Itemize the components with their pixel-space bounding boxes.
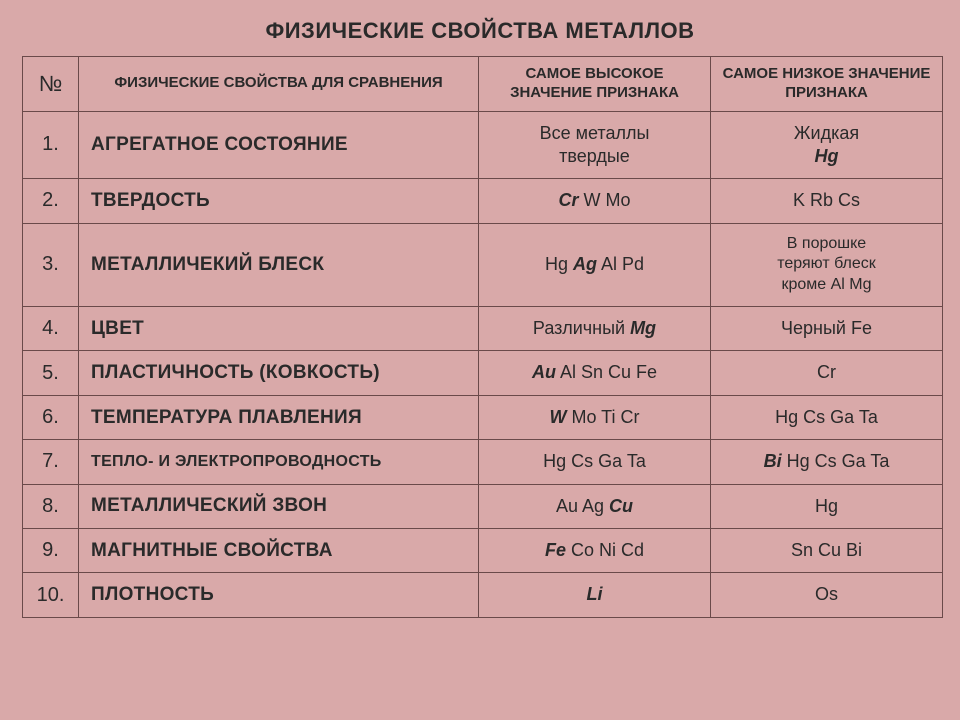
row-num: 9. bbox=[23, 529, 79, 573]
row-num: 8. bbox=[23, 484, 79, 528]
text: Cu bbox=[609, 496, 633, 516]
row-high: Fe Co Ni Cd bbox=[479, 529, 711, 573]
header-prop: ФИЗИЧЕСКИЕ СВОЙСТВА ДЛЯ СРАВНЕНИЯ bbox=[79, 57, 479, 112]
row-low: Черный Fe bbox=[711, 307, 943, 351]
row-high: Li bbox=[479, 573, 711, 617]
row-prop: МАГНИТНЫЕ СВОЙСТВА bbox=[79, 529, 479, 573]
page: ФИЗИЧЕСКИЕ СВОЙСТВА МЕТАЛЛОВ № ФИЗИЧЕСКИ… bbox=[0, 0, 960, 720]
row-high: Hg Cs Ga Ta bbox=[479, 440, 711, 484]
table-row: 6. ТЕМПЕРАТУРА ПЛАВЛЕНИЯ W Mo Ti Cr Hg C… bbox=[23, 395, 943, 439]
row-num: 10. bbox=[23, 573, 79, 617]
text: Различный bbox=[533, 318, 630, 338]
table-row: 5. ПЛАСТИЧНОСТЬ (КОВКОСТЬ) Au Al Sn Cu F… bbox=[23, 351, 943, 395]
row-low: Жидкая Hg bbox=[711, 111, 943, 179]
row-high: Hg Ag Al Pd bbox=[479, 223, 711, 306]
text: W bbox=[549, 407, 566, 427]
row-prop: ТВЕРДОСТЬ bbox=[79, 179, 479, 223]
row-prop: ПЛОТНОСТЬ bbox=[79, 573, 479, 617]
row-num: 1. bbox=[23, 111, 79, 179]
row-prop: ПЛАСТИЧНОСТЬ (КОВКОСТЬ) bbox=[79, 351, 479, 395]
text: Жидкая bbox=[794, 123, 859, 143]
row-prop: АГРЕГАТНОЕ СОСТОЯНИЕ bbox=[79, 111, 479, 179]
text: Al Pd bbox=[597, 254, 644, 274]
row-high: Au Ag Cu bbox=[479, 484, 711, 528]
header-row: № ФИЗИЧЕСКИЕ СВОЙСТВА ДЛЯ СРАВНЕНИЯ САМО… bbox=[23, 57, 943, 112]
table-row: 7. ТЕПЛО- И ЭЛЕКТРОПРОВОДНОСТЬ Hg Cs Ga … bbox=[23, 440, 943, 484]
row-high: Cr W Mo bbox=[479, 179, 711, 223]
table-row: 3. МЕТАЛЛИЧЕКИЙ БЛЕСК Hg Ag Al Pd В поро… bbox=[23, 223, 943, 306]
row-high: Au Al Sn Cu Fe bbox=[479, 351, 711, 395]
row-prop: ТЕПЛО- И ЭЛЕКТРОПРОВОДНОСТЬ bbox=[79, 440, 479, 484]
row-num: 6. bbox=[23, 395, 79, 439]
text: В порошке bbox=[787, 235, 866, 252]
row-num: 4. bbox=[23, 307, 79, 351]
text: W Mo bbox=[579, 190, 631, 210]
row-low: Cr bbox=[711, 351, 943, 395]
text: Ag bbox=[573, 254, 597, 274]
text: Au Ag bbox=[556, 496, 609, 516]
row-num: 5. bbox=[23, 351, 79, 395]
page-title: ФИЗИЧЕСКИЕ СВОЙСТВА МЕТАЛЛОВ bbox=[22, 18, 938, 44]
row-prop: МЕТАЛЛИЧЕКИЙ БЛЕСК bbox=[79, 223, 479, 306]
text: Hg bbox=[815, 146, 839, 166]
row-prop: МЕТАЛЛИЧЕСКИЙ ЗВОН bbox=[79, 484, 479, 528]
row-low: В порошке теряют блеск кроме Al Mg bbox=[711, 223, 943, 306]
text: Cr bbox=[558, 190, 578, 210]
table-row: 10. ПЛОТНОСТЬ Li Os bbox=[23, 573, 943, 617]
text: Au bbox=[532, 362, 556, 382]
row-low: Sn Cu Bi bbox=[711, 529, 943, 573]
table-row: 9. МАГНИТНЫЕ СВОЙСТВА Fe Co Ni Cd Sn Cu … bbox=[23, 529, 943, 573]
text: Hg Cs Ga Ta bbox=[782, 451, 890, 471]
text: кроме Al Mg bbox=[781, 276, 871, 293]
row-low: Hg Cs Ga Ta bbox=[711, 395, 943, 439]
header-num: № bbox=[23, 57, 79, 112]
text: твердые bbox=[559, 146, 630, 166]
text: Mg bbox=[630, 318, 656, 338]
table-row: 4. ЦВЕТ Различный Mg Черный Fe bbox=[23, 307, 943, 351]
row-prop: ТЕМПЕРАТУРА ПЛАВЛЕНИЯ bbox=[79, 395, 479, 439]
row-prop: ЦВЕТ bbox=[79, 307, 479, 351]
text: Bi bbox=[764, 451, 782, 471]
row-num: 7. bbox=[23, 440, 79, 484]
row-low: K Rb Cs bbox=[711, 179, 943, 223]
row-low: Os bbox=[711, 573, 943, 617]
header-high: САМОЕ ВЫСОКОЕ ЗНАЧЕНИЕ ПРИЗНАКА bbox=[479, 57, 711, 112]
table-row: 1. АГРЕГАТНОЕ СОСТОЯНИЕ Все металлы твер… bbox=[23, 111, 943, 179]
row-high: Различный Mg bbox=[479, 307, 711, 351]
table-row: 8. МЕТАЛЛИЧЕСКИЙ ЗВОН Au Ag Cu Hg bbox=[23, 484, 943, 528]
text: Все металлы bbox=[540, 123, 650, 143]
text: Mo Ti Cr bbox=[566, 407, 639, 427]
row-low: Hg bbox=[711, 484, 943, 528]
text: Al Sn Cu Fe bbox=[556, 362, 657, 382]
row-num: 3. bbox=[23, 223, 79, 306]
row-num: 2. bbox=[23, 179, 79, 223]
text: Fe bbox=[545, 540, 566, 560]
header-low: САМОЕ НИЗКОЕ ЗНАЧЕНИЕ ПРИЗНАКА bbox=[711, 57, 943, 112]
table-row: 2. ТВЕРДОСТЬ Cr W Mo K Rb Cs bbox=[23, 179, 943, 223]
text: Hg bbox=[545, 254, 573, 274]
properties-table: № ФИЗИЧЕСКИЕ СВОЙСТВА ДЛЯ СРАВНЕНИЯ САМО… bbox=[22, 56, 943, 618]
row-high: W Mo Ti Cr bbox=[479, 395, 711, 439]
row-low: Bi Hg Cs Ga Ta bbox=[711, 440, 943, 484]
text: Co Ni Cd bbox=[566, 540, 644, 560]
row-high: Все металлы твердые bbox=[479, 111, 711, 179]
text: теряют блеск bbox=[777, 255, 876, 272]
